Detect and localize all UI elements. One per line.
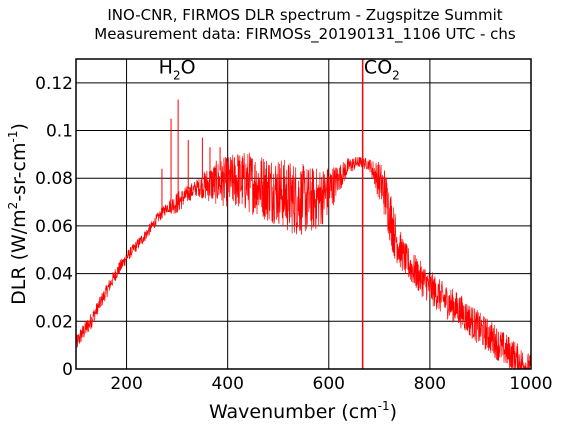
y-axis-label: DLR (W/m2-sr-cm-1) xyxy=(6,123,30,305)
y-tick-label: 0.1 xyxy=(46,122,73,142)
x-tick-label: 800 xyxy=(414,374,446,394)
y-tick-label: 0.02 xyxy=(35,312,73,332)
x-axis-label-sup: -1 xyxy=(378,399,390,413)
chart-title: INO-CNR, FIRMOS DLR spectrum - Zugspitze… xyxy=(107,6,502,24)
y-tick-label: 0 xyxy=(62,360,73,380)
y-tick-label: 0.04 xyxy=(35,265,73,285)
y-tick-label: 0.08 xyxy=(35,169,73,189)
y-tick-label: 0.06 xyxy=(35,217,73,237)
spectrum-spikes xyxy=(161,99,239,211)
x-axis-label: Wavenumber (cm-1) xyxy=(209,399,397,423)
spectrum-line xyxy=(75,152,532,370)
plot-frame xyxy=(75,58,532,370)
gas-annotation: H2O xyxy=(159,56,196,82)
x-tick-label: 200 xyxy=(110,374,142,394)
y-tick-labels: 0 0.02 0.04 0.06 0.08 0.1 0.12 xyxy=(35,74,73,380)
x-tick-label: 1000 xyxy=(509,374,552,394)
x-tick-label: 600 xyxy=(313,374,345,394)
y-tick-label: 0.12 xyxy=(35,74,73,94)
x-tick-label: 400 xyxy=(211,374,243,394)
plot-area xyxy=(75,59,532,370)
annotations: H2O CO2 xyxy=(159,56,400,82)
gas-annotation: CO2 xyxy=(364,56,400,82)
chart-subtitle: Measurement data: FIRMOSs_20190131_1106 … xyxy=(94,25,516,44)
x-tick-labels: 200 400 600 800 1000 xyxy=(110,374,552,394)
